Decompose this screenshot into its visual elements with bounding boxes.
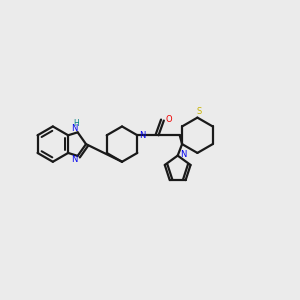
Text: H: H — [73, 119, 79, 128]
Text: N: N — [139, 131, 146, 140]
Text: N: N — [71, 155, 77, 164]
Text: S: S — [196, 107, 202, 116]
Text: O: O — [166, 115, 172, 124]
Text: N: N — [180, 150, 187, 159]
Text: N: N — [71, 124, 77, 133]
